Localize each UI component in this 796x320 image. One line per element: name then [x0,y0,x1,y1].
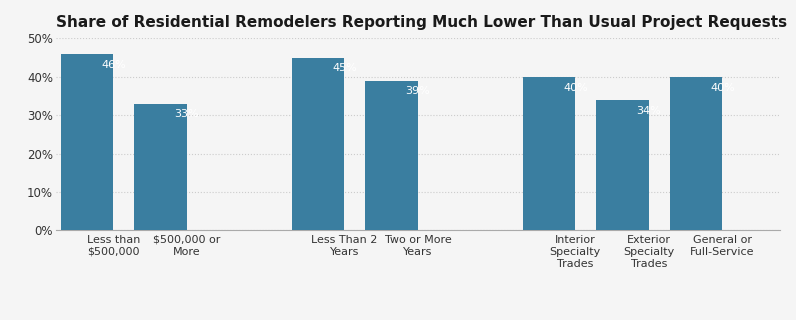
Text: 34%: 34% [637,106,661,116]
Text: 46%: 46% [101,60,126,69]
Bar [292,58,345,230]
Bar [670,77,722,230]
Text: 33%: 33% [174,109,199,119]
Text: Share of Residential Remodelers Reporting Much Lower Than Usual Project Requests: Share of Residential Remodelers Reportin… [56,15,786,30]
Bar [135,104,187,230]
Text: 40%: 40% [563,83,587,92]
Text: 40%: 40% [710,83,735,92]
Bar [61,54,114,230]
Text: 45%: 45% [332,63,357,73]
Bar [596,100,649,230]
Text: 39%: 39% [405,86,431,96]
Bar [523,77,576,230]
Bar [365,81,418,230]
